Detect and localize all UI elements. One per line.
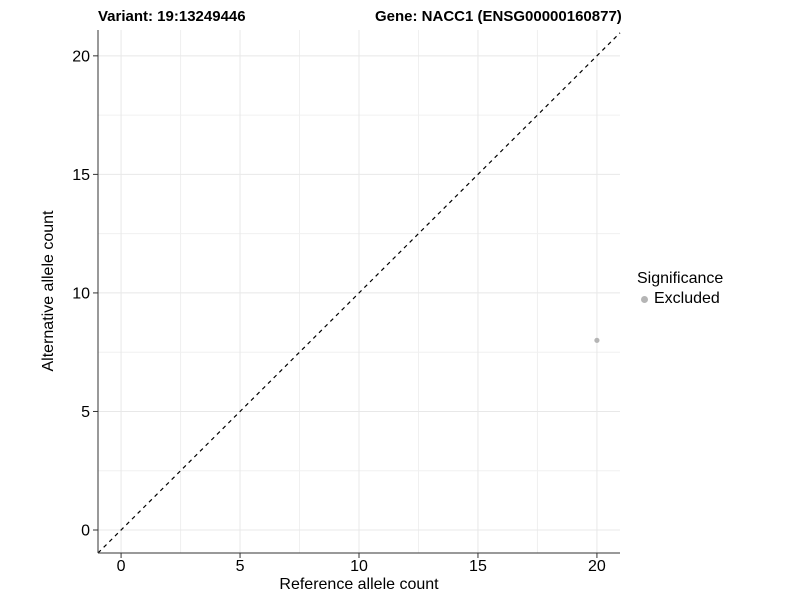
plot-panel: 0 5 10 15 20 0 5 10 15 20: [72, 30, 621, 575]
y-tick-label: 15: [72, 167, 90, 184]
data-point: [594, 337, 600, 343]
legend: Significance Excluded: [636, 269, 723, 308]
legend-item-label: Excluded: [654, 290, 720, 307]
x-tick-label: 10: [350, 558, 368, 575]
legend-title: Significance: [637, 270, 724, 287]
y-tick-label: 10: [72, 285, 90, 302]
plot-title-gene: Gene: NACC1 (ENSG00000160877): [375, 8, 622, 25]
plot-title-variant: Variant: 19:13249446: [98, 8, 246, 25]
y-tick-label: 20: [72, 48, 90, 65]
y-tick-label: 5: [81, 404, 90, 421]
identity-line: [97, 32, 621, 554]
x-tick-label: 5: [236, 558, 245, 575]
x-tick-label: 20: [588, 558, 606, 575]
legend-item-excluded: Excluded: [636, 290, 723, 308]
x-tick-label: 0: [117, 558, 126, 575]
y-axis-title: Alternative allele count: [40, 210, 57, 372]
y-tick-label: 0: [81, 523, 90, 540]
x-axis-title: Reference allele count: [279, 576, 439, 593]
legend-point-icon: [641, 295, 648, 303]
x-tick-label: 15: [469, 558, 487, 575]
